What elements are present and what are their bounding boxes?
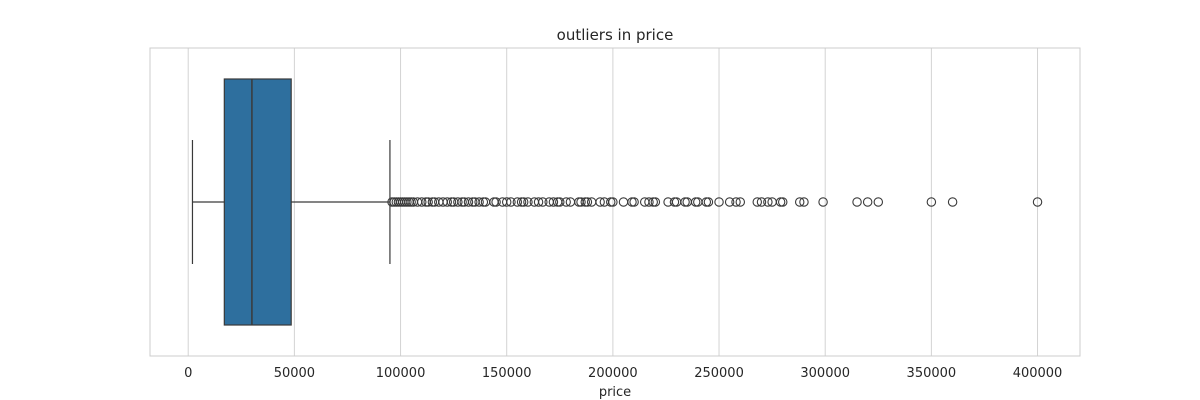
outlier-point: [491, 197, 501, 207]
outlier-point: [926, 197, 937, 207]
outlier-point: [671, 197, 682, 207]
outlier-point: [618, 197, 629, 207]
outlier-point: [752, 197, 763, 207]
outlier-point: [731, 197, 741, 207]
x-tick-label: 250000: [694, 366, 744, 381]
x-tick-label: 150000: [482, 366, 532, 381]
x-tick-labels: 0 50000 100000 150000 200000 250000 300000 3500…: [184, 366, 1062, 381]
x-tick-label: 350000: [907, 366, 957, 381]
grid-lines: [187, 48, 1039, 356]
outlier-point: [608, 197, 618, 207]
outlier-point: [701, 197, 712, 207]
boxplot: [191, 78, 391, 326]
outlier-point: [714, 197, 724, 207]
outlier-point: [512, 197, 523, 207]
x-tick-label: 200000: [588, 366, 638, 381]
outlier-point: [576, 197, 586, 207]
outlier-point: [463, 197, 474, 207]
outlier-point: [595, 197, 605, 207]
x-tick-label: 0: [184, 366, 192, 381]
outlier-point: [703, 197, 714, 207]
outlier-point: [518, 197, 529, 207]
outlier-point: [480, 197, 491, 207]
outlier-point: [873, 197, 884, 207]
outlier-point: [947, 197, 958, 207]
outlier-point: [538, 197, 548, 207]
outlier-point: [862, 197, 873, 207]
outlier-points: [387, 197, 1043, 207]
x-tick-label: 100000: [376, 366, 426, 381]
outlier-point: [523, 197, 533, 207]
outlier-point: [606, 197, 616, 207]
outlier-point: [777, 197, 788, 207]
outlier-point: [799, 197, 809, 207]
outlier-point: [1032, 197, 1043, 207]
outlier-point: [735, 197, 746, 207]
outlier-point: [763, 197, 773, 207]
outlier-point: [548, 197, 559, 207]
outlier-point: [693, 197, 703, 207]
outlier-point: [680, 197, 690, 207]
outlier-point: [501, 197, 512, 207]
iqr-box: [223, 78, 292, 326]
outlier-point: [852, 197, 862, 207]
outlier-point: [533, 197, 544, 207]
x-tick-label: 50000: [274, 366, 315, 381]
outlier-point: [582, 197, 593, 207]
outlier-point: [650, 197, 661, 207]
outlier-point: [682, 197, 692, 207]
outlier-point: [417, 197, 427, 207]
outlier-point: [669, 197, 680, 207]
x-axis-label: price: [599, 385, 631, 400]
outlier-point: [453, 197, 463, 207]
outlier-point: [775, 197, 786, 207]
outlier-point: [474, 197, 484, 207]
outlier-point: [724, 197, 735, 207]
x-tick-label: 400000: [1013, 366, 1063, 381]
outlier-point: [644, 197, 654, 207]
outlier-point: [818, 197, 828, 207]
plot-frame: [149, 47, 1081, 357]
outlier-point: [555, 197, 565, 207]
chart-title: outliers in price: [557, 26, 674, 44]
outlier-point: [794, 197, 805, 207]
outlier-point: [690, 197, 701, 207]
outlier-point: [627, 197, 637, 207]
outlier-point: [561, 197, 571, 207]
outlier-point: [442, 197, 453, 207]
outlier-point: [489, 197, 499, 207]
outlier-point: [506, 197, 516, 207]
outlier-point: [629, 197, 639, 207]
outlier-point: [423, 197, 433, 207]
x-tick-label: 300000: [800, 366, 850, 381]
outlier-point: [756, 197, 767, 207]
